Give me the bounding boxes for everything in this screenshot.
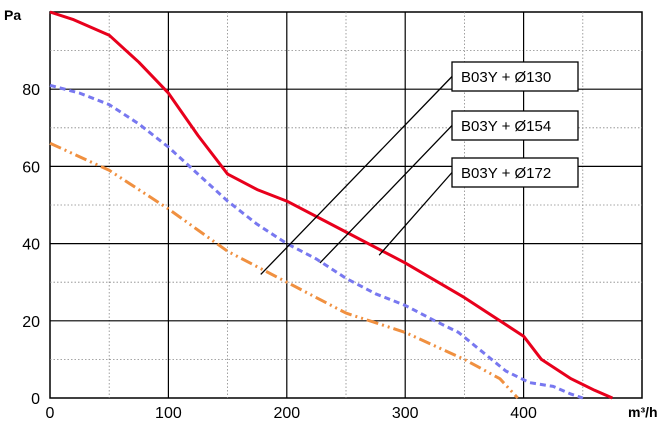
legend-box [451,61,579,92]
y-tick-label: 20 [22,314,40,331]
legend-label: B03Y + Ø172 [461,165,551,182]
x-tick-label: 0 [46,405,55,422]
legend-box [451,110,579,141]
tick-labels: 0 100 200 300 400 0 20 40 60 80 [22,82,537,422]
y-tick-label: 60 [22,159,40,176]
series-line-1 [49,10,613,400]
y-tick-label: 40 [22,237,40,254]
x-tick-label: 300 [392,405,419,422]
x-tick-label: 400 [510,405,537,422]
legend-label: B03Y + Ø130 [461,69,551,86]
legend-label: B03Y + Ø154 [461,118,551,135]
x-tick-label: 200 [273,405,300,422]
series-line-3 [49,141,519,400]
legend: B03Y + Ø130 B03Y + Ø154 B03Y + Ø172 [260,61,579,275]
legend-leader-line [260,76,453,275]
y-tick-label: 0 [31,391,40,408]
y-tick-label: 80 [22,82,40,99]
x-unit-label: m³/h [628,404,658,420]
series-group [49,10,613,400]
legend-box [451,157,579,188]
legend-leader-line [378,172,453,256]
series-line-2 [49,83,584,400]
y-unit-label: Pa [4,7,21,23]
legend-leader-line [319,125,453,264]
x-tick-label: 100 [155,405,182,422]
